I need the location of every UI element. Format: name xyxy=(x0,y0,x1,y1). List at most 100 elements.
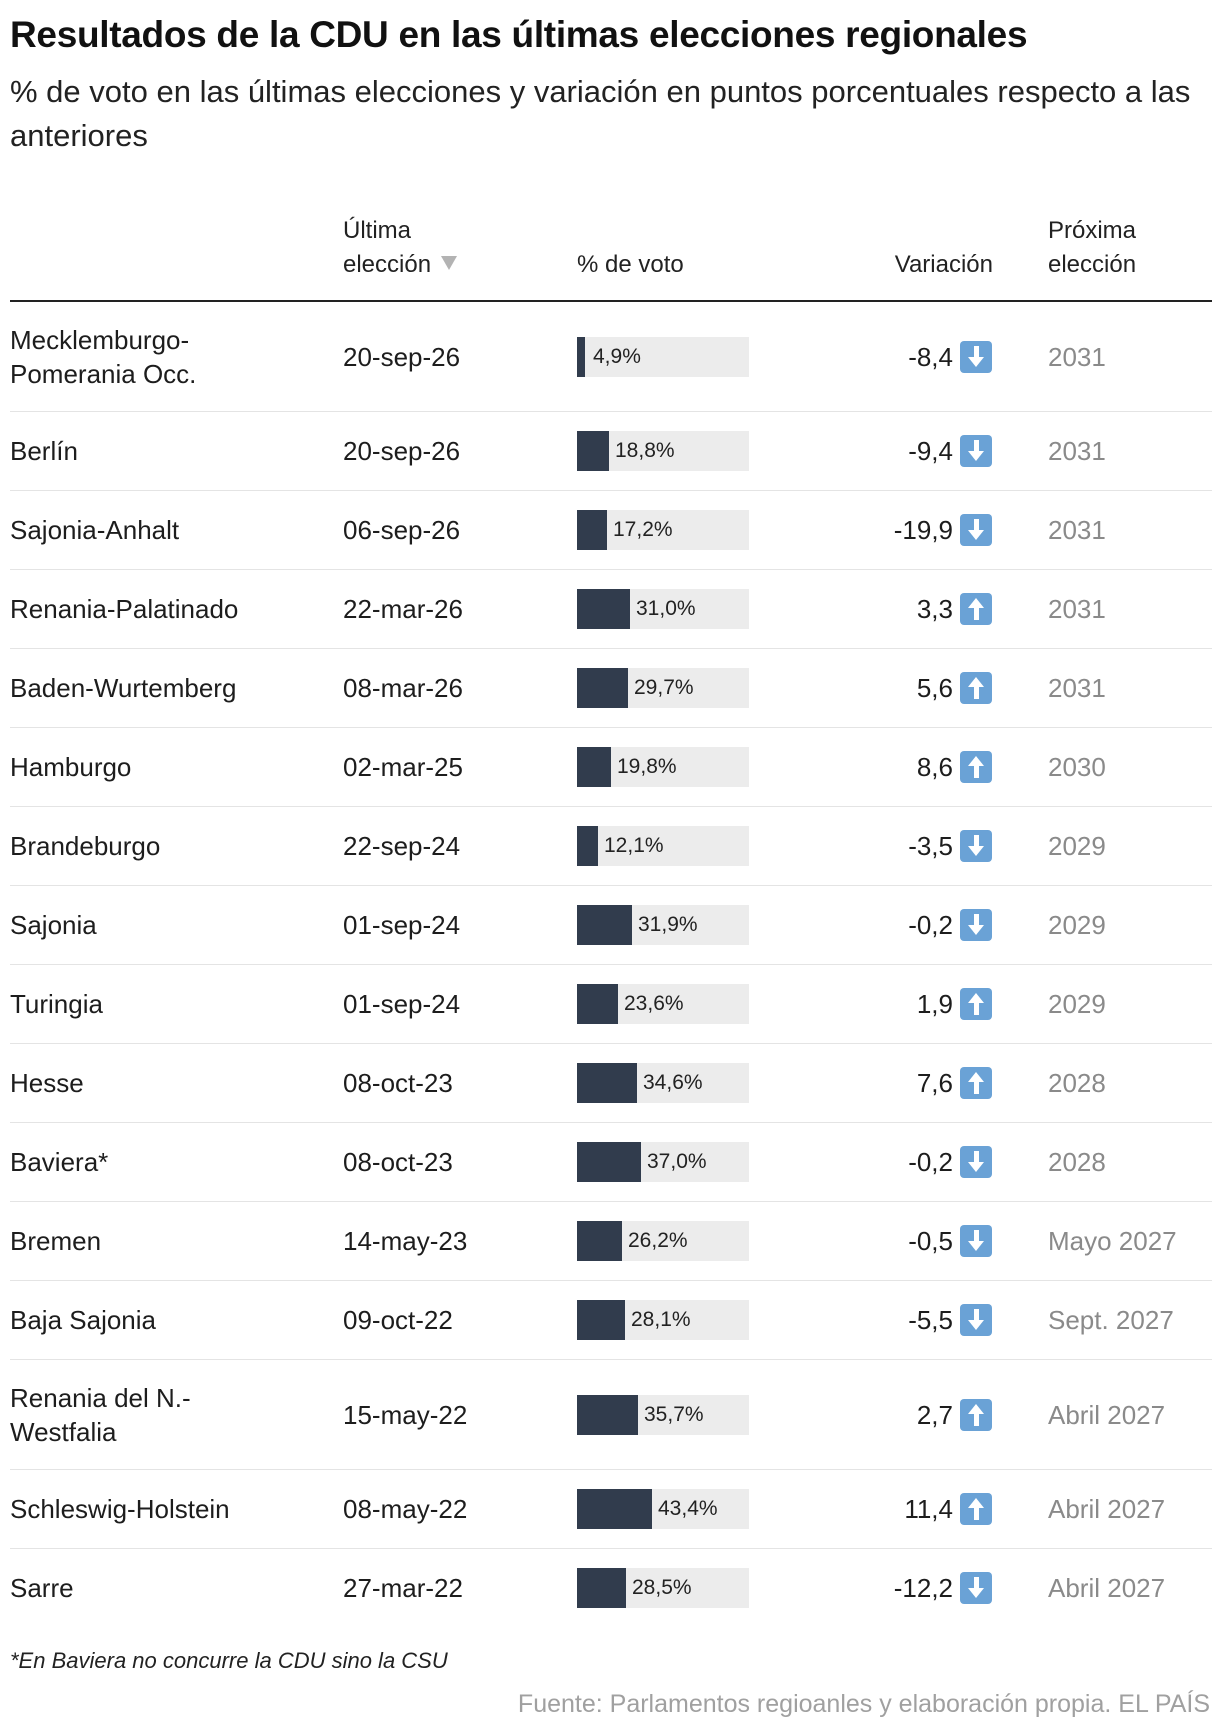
vote-bar: 26,2% xyxy=(577,1221,749,1261)
vote-bar: 19,8% xyxy=(577,747,749,787)
table-header: Última elección % de voto Variación Próx… xyxy=(10,212,1212,302)
header-last-election-line1: Última xyxy=(343,217,412,244)
last-election-date: 08-oct-23 xyxy=(343,1147,453,1177)
vote-value-label: 12,1% xyxy=(604,834,664,857)
table-row: Bremen 14-may-23 26,2% -0,5 Mayo 2027 xyxy=(10,1202,1212,1281)
vote-bar-fill xyxy=(577,1300,625,1340)
chart-title: Resultados de la CDU en las últimas elec… xyxy=(10,14,1028,55)
up-arrow-icon xyxy=(960,672,992,704)
variation-value: -3,5 xyxy=(908,831,953,861)
next-election: 2031 xyxy=(1048,673,1106,703)
vote-value-label: 23,6% xyxy=(624,992,684,1015)
vote-bar: 23,6% xyxy=(577,984,749,1024)
vote-bar-fill xyxy=(577,1221,622,1261)
vote-value-label: 19,8% xyxy=(617,755,677,778)
state-name: Brandeburgo xyxy=(10,831,161,861)
state-name: Renania del N.- Westfalia xyxy=(10,1381,330,1449)
header-next-election[interactable]: Próxima elección xyxy=(1048,214,1136,282)
down-arrow-icon xyxy=(960,1225,992,1257)
vote-bar-track xyxy=(577,336,749,377)
up-arrow-icon xyxy=(960,988,992,1020)
vote-value-label: 18,8% xyxy=(615,439,675,462)
last-election-date: 15-may-22 xyxy=(343,1399,468,1430)
state-name-line1: Renania del N.- xyxy=(10,1382,191,1413)
vote-bar-fill xyxy=(577,1063,637,1103)
vote-bar: 12,1% xyxy=(577,826,749,866)
last-election-date: 08-may-22 xyxy=(343,1494,468,1524)
next-election: 2031 xyxy=(1048,515,1106,545)
table-row: Renania-Palatinado 22-mar-26 31,0% 3,3 2031 xyxy=(10,570,1212,649)
vote-bar-fill xyxy=(577,984,618,1024)
vote-bar-fill xyxy=(577,1568,626,1608)
variation-value: -19,9 xyxy=(893,515,953,545)
next-election: Abril 2027 xyxy=(1048,1399,1166,1430)
source-credit: Fuente: Parlamentos regioanles y elabora… xyxy=(517,1690,1210,1718)
vote-bar-fill xyxy=(577,336,585,377)
vote-bar: 4,9% xyxy=(577,336,749,377)
header-last-election[interactable]: Última elección xyxy=(343,214,458,282)
down-arrow-icon xyxy=(960,1304,992,1336)
state-name: Hamburgo xyxy=(10,752,132,782)
vote-bar-fill xyxy=(577,431,609,471)
state-name: Sarre xyxy=(10,1573,74,1603)
header-last-election-line2: elección xyxy=(343,251,432,278)
variation-value: -8,4 xyxy=(908,341,953,372)
vote-bar: 31,0% xyxy=(577,589,749,629)
variation-value: -0,5 xyxy=(908,1226,953,1256)
next-election: Mayo 2027 xyxy=(1048,1226,1177,1256)
down-arrow-icon xyxy=(960,514,992,546)
next-election: Abril 2027 xyxy=(1048,1494,1166,1524)
state-name: Schleswig-Holstein xyxy=(10,1494,230,1524)
state-name-line2: Pomerania Occ. xyxy=(10,358,197,389)
up-arrow-icon xyxy=(960,1398,992,1431)
variation-value: -0,2 xyxy=(908,1147,953,1177)
table-body: Mecklemburgo- Pomerania Occ. 20-sep-26 4,9%… xyxy=(10,302,1212,1627)
last-election-date: 27-mar-22 xyxy=(343,1573,463,1603)
last-election-date: 14-may-23 xyxy=(343,1226,468,1256)
header-variation[interactable]: Variación xyxy=(894,251,993,278)
state-name: Hesse xyxy=(10,1068,84,1098)
vote-bar-fill xyxy=(577,826,598,866)
down-arrow-icon xyxy=(960,1146,992,1178)
state-name: Berlín xyxy=(10,436,78,466)
next-election: 2028 xyxy=(1048,1068,1106,1098)
table-row: Sajonia-Anhalt 06-sep-26 17,2% -19,9 2031 xyxy=(10,491,1212,570)
header-vote[interactable]: % de voto xyxy=(577,251,684,278)
vote-bar: 18,8% xyxy=(577,431,749,471)
last-election-date: 02-mar-25 xyxy=(343,752,463,782)
state-name: Renania-Palatinado xyxy=(10,594,239,624)
vote-bar: 43,4% xyxy=(577,1489,749,1529)
state-name-line2: Westfalia xyxy=(10,1416,117,1447)
vote-value-label: 37,0% xyxy=(647,1150,707,1173)
vote-value-label: 28,1% xyxy=(631,1308,691,1331)
table-row: Turingia 01-sep-24 23,6% 1,9 2029 xyxy=(10,965,1212,1044)
next-election: 2029 xyxy=(1048,989,1106,1019)
variation-value: 7,6 xyxy=(916,1068,953,1098)
vote-value-label: 43,4% xyxy=(658,1497,718,1520)
up-arrow-icon xyxy=(960,751,992,783)
vote-bar: 31,9% xyxy=(577,905,749,945)
next-election: 2029 xyxy=(1048,831,1106,861)
variation-value: 5,6 xyxy=(916,673,953,703)
vote-value-label: 26,2% xyxy=(628,1229,688,1252)
next-election: 2031 xyxy=(1048,341,1106,372)
next-election: 2029 xyxy=(1048,910,1106,940)
variation-value: 11,4 xyxy=(904,1494,953,1524)
state-name: Sajonia-Anhalt xyxy=(10,515,180,545)
down-arrow-icon xyxy=(960,909,992,941)
up-arrow-icon xyxy=(960,1067,992,1099)
variation-value: 3,3 xyxy=(916,594,953,624)
down-arrow-icon xyxy=(960,435,992,467)
sort-descending-icon[interactable] xyxy=(441,256,458,270)
variation-value: -0,2 xyxy=(908,910,953,940)
next-election: 2028 xyxy=(1048,1147,1106,1177)
last-election-date: 08-oct-23 xyxy=(343,1068,453,1098)
next-election: Sept. 2027 xyxy=(1048,1305,1174,1335)
state-name: Baja Sajonia xyxy=(10,1305,156,1335)
state-name: Turingia xyxy=(10,989,103,1019)
vote-bar: 28,5% xyxy=(577,1568,749,1608)
vote-value-label: 35,7% xyxy=(644,1402,704,1426)
state-name: Baden-Wurtemberg xyxy=(10,673,237,703)
table-row: Berlín 20-sep-26 18,8% -9,4 2031 xyxy=(10,412,1212,491)
down-arrow-icon xyxy=(960,830,992,862)
